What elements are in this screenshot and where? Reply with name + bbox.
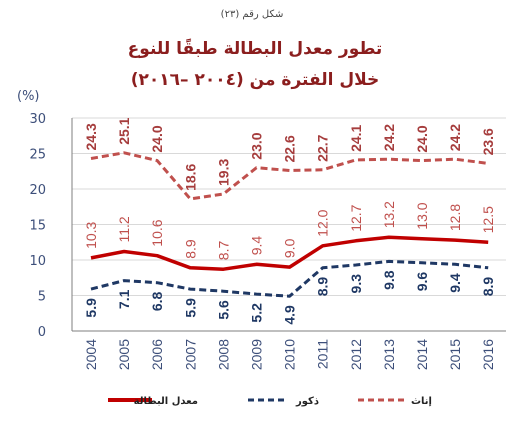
data-label-total: 12.5 bbox=[480, 206, 496, 233]
data-label-female: 24.0 bbox=[149, 125, 165, 152]
x-tick-label: 2010 bbox=[282, 339, 298, 370]
series-line-total bbox=[90, 235, 489, 271]
data-labels: 24.3 25.1 24.0 18.6 19.3 23.0 22.6 22.7 24.1 24.2… bbox=[83, 117, 496, 324]
data-label-female: 25.1 bbox=[116, 117, 132, 144]
data-label-male: 9.3 bbox=[348, 274, 364, 294]
x-tick-label: 2007 bbox=[182, 339, 198, 370]
data-label-total: 9.4 bbox=[248, 236, 264, 256]
data-label-female: 24.2 bbox=[381, 124, 397, 151]
data-label-male: 5.9 bbox=[83, 298, 99, 318]
x-tick-labels: 2004 2005 2006 2007 2008 2009 2010 2011 2012 2013… bbox=[83, 339, 496, 370]
data-label-female: 24.3 bbox=[83, 123, 99, 150]
x-tick-label: 2011 bbox=[315, 339, 331, 369]
y-tick-label: 10 bbox=[29, 254, 46, 269]
data-label-total: 8.7 bbox=[215, 241, 231, 261]
data-label-male: 8.9 bbox=[315, 277, 331, 297]
x-tick-label: 2004 bbox=[83, 339, 99, 370]
data-label-male: 9.4 bbox=[447, 273, 463, 293]
data-label-total: 10.3 bbox=[83, 221, 99, 248]
x-tick-label: 2013 bbox=[381, 339, 397, 370]
data-label-total: 11.2 bbox=[116, 216, 132, 242]
y-tick-label: 25 bbox=[29, 148, 46, 163]
data-label-male: 7.1 bbox=[116, 289, 132, 309]
data-label-male: 5.2 bbox=[248, 303, 264, 323]
legend: معدل البطالة ذكور إناث bbox=[108, 396, 432, 407]
data-label-total: 9.0 bbox=[282, 238, 298, 258]
x-tick-label: 2005 bbox=[116, 339, 132, 370]
y-tick-label: 20 bbox=[29, 183, 46, 198]
y-axis-unit: (%) bbox=[17, 89, 40, 104]
data-label-female: 22.7 bbox=[315, 134, 331, 161]
data-label-male: 5.9 bbox=[182, 298, 198, 318]
data-label-male: 9.8 bbox=[381, 270, 397, 290]
data-label-total: 12.8 bbox=[447, 204, 463, 231]
axes bbox=[71, 118, 506, 332]
data-label-male: 6.8 bbox=[149, 291, 165, 311]
data-label-female: 24.1 bbox=[348, 124, 364, 151]
y-tick-label: 30 bbox=[29, 112, 46, 127]
data-label-total: 12.7 bbox=[348, 204, 364, 231]
data-label-male: 5.6 bbox=[215, 300, 231, 320]
legend-label-total: معدل البطالة bbox=[134, 396, 198, 407]
x-tick-label: 2016 bbox=[480, 339, 496, 370]
legend-label-female: إناث bbox=[411, 396, 432, 407]
data-label-male: 8.9 bbox=[480, 277, 496, 297]
x-tick-label: 2015 bbox=[447, 339, 463, 370]
x-tick-label: 2006 bbox=[149, 339, 165, 370]
x-tick-label: 2008 bbox=[215, 339, 231, 370]
series-line-female bbox=[90, 151, 489, 201]
y-tick-label: 15 bbox=[29, 219, 46, 234]
data-label-total: 10.6 bbox=[149, 219, 165, 246]
data-label-male: 9.6 bbox=[414, 272, 430, 292]
chart-title: تطور معدل البطالة طبقًا للنوع bbox=[128, 37, 383, 59]
data-label-total: 8.9 bbox=[182, 239, 198, 259]
figure-number: شكل رقم (٢٣) bbox=[221, 9, 284, 20]
x-tick-label: 2012 bbox=[348, 339, 364, 370]
data-label-male: 4.9 bbox=[282, 305, 298, 325]
series-lines bbox=[90, 151, 489, 298]
y-tick-labels: 0 5 10 15 20 25 30 bbox=[29, 112, 46, 340]
data-label-total: 13.0 bbox=[414, 202, 430, 229]
data-label-female: 23.6 bbox=[480, 128, 496, 155]
legend-label-male: ذكور bbox=[295, 396, 319, 407]
data-label-female: 24.0 bbox=[414, 125, 430, 152]
y-tick-label: 0 bbox=[38, 325, 46, 340]
data-label-female: 23.0 bbox=[249, 132, 265, 159]
y-tick-label: 5 bbox=[38, 290, 46, 305]
data-label-female: 18.6 bbox=[182, 163, 198, 190]
series-line-male bbox=[90, 259, 489, 298]
x-tick-label: 2014 bbox=[414, 339, 430, 370]
grid-lines bbox=[72, 117, 506, 296]
data-label-total: 13.2 bbox=[381, 201, 397, 228]
x-tick-label: 2009 bbox=[249, 339, 265, 370]
data-label-female: 24.2 bbox=[447, 124, 463, 151]
data-label-female: 19.3 bbox=[215, 159, 231, 186]
chart-subtitle: خلال الفترة من (٢٠٠٤ –٢٠١٦) bbox=[131, 70, 380, 90]
data-label-female: 22.6 bbox=[282, 135, 298, 162]
data-label-total: 12.0 bbox=[315, 209, 331, 236]
